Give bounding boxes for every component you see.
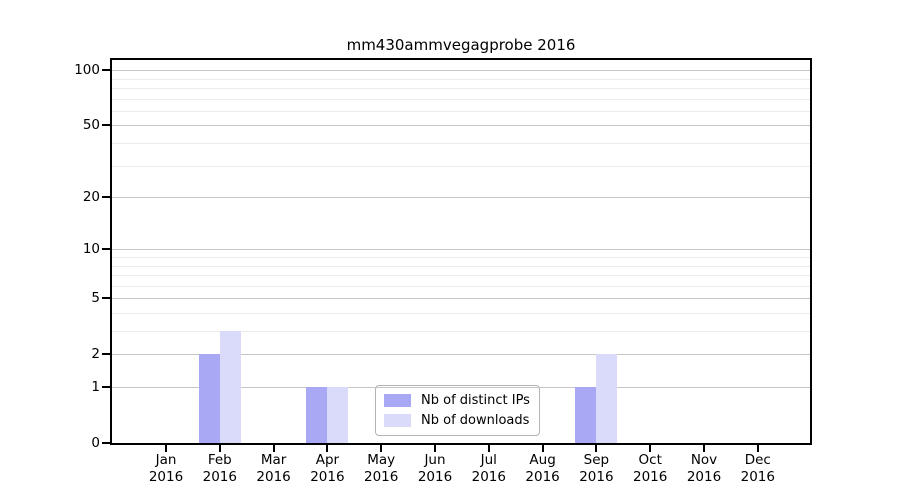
legend-entry-distinct-ips: Nb of distinct IPs: [384, 393, 530, 408]
x-tick: [165, 445, 167, 452]
x-tick-label-nov: Nov 2016: [686, 452, 722, 485]
x-tick: [756, 445, 759, 452]
legend: Nb of distinct IPs Nb of downloads: [375, 385, 540, 436]
x-tick: [541, 445, 544, 452]
bar-downloads-sep: [596, 354, 618, 443]
x-tick-label-may: May 2016: [364, 452, 399, 485]
major-gridline: [112, 387, 810, 388]
chart-title: mm430ammvegagprobe 2016: [346, 36, 576, 54]
y-tick: [102, 353, 110, 356]
minor-gridline: [112, 78, 810, 80]
y-tick-label: 0: [91, 435, 100, 451]
x-tick: [703, 445, 705, 452]
x-tick: [487, 445, 490, 452]
minor-gridline: [112, 313, 810, 314]
x-tick-label-aug: Aug 2016: [525, 452, 560, 485]
bar-distinct-ips-apr: [306, 387, 328, 443]
y-tick: [102, 69, 110, 72]
y-tick-label: 100: [74, 62, 100, 79]
legend-label-distinct-ips: Nb of distinct IPs: [421, 393, 530, 408]
bar-downloads-apr: [327, 387, 349, 443]
bar-downloads-feb: [219, 331, 241, 443]
y-tick: [102, 124, 110, 127]
legend-label-downloads: Nb of downloads: [421, 413, 530, 428]
minor-gridline: [112, 331, 810, 332]
x-tick-label-oct: Oct 2016: [633, 452, 668, 485]
y-tick-label: 2: [91, 346, 100, 363]
y-tick: [102, 248, 110, 251]
y-tick-label: 1: [91, 379, 100, 395]
x-tick: [272, 445, 275, 452]
y-tick-label: 5: [91, 290, 100, 307]
major-gridline: [112, 197, 810, 199]
x-tick: [326, 445, 329, 452]
y-tick: [102, 196, 110, 199]
minor-gridline: [112, 285, 810, 287]
minor-gridline: [112, 275, 810, 276]
y-tick: [102, 442, 110, 444]
major-gridline: [112, 125, 810, 127]
x-tick: [649, 445, 652, 452]
bar-distinct-ips-feb: [198, 354, 220, 443]
y-tick: [102, 386, 110, 388]
minor-gridline: [112, 98, 810, 100]
legend-swatch-distinct-ips: [384, 394, 411, 407]
minor-gridline: [112, 165, 810, 167]
minor-gridline: [112, 88, 810, 89]
y-tick-label: 10: [82, 241, 100, 258]
x-tick: [434, 445, 436, 452]
minor-gridline: [112, 143, 810, 144]
x-tick-label-sep: Sep 2016: [579, 452, 614, 485]
x-tick: [218, 445, 221, 452]
bar-distinct-ips-sep: [575, 387, 597, 443]
major-gridline: [112, 249, 810, 251]
x-tick: [380, 445, 383, 452]
minor-gridline: [112, 110, 810, 112]
x-tick-label-mar: Mar 2016: [256, 452, 291, 485]
plot-area: Nb of distinct IPs Nb of downloads: [112, 60, 810, 443]
x-tick-label-feb: Feb 2016: [202, 452, 237, 485]
x-tick-label-jul: Jul 2016: [471, 452, 506, 485]
legend-entry-downloads: Nb of downloads: [384, 413, 530, 428]
x-tick: [595, 445, 598, 452]
x-tick-label-dec: Dec 2016: [740, 452, 775, 485]
minor-gridline: [112, 257, 810, 258]
y-tick: [102, 297, 110, 300]
minor-gridline: [112, 265, 810, 267]
y-tick-label: 20: [82, 189, 100, 206]
x-tick-label-apr: Apr 2016: [310, 452, 345, 485]
x-tick-label-jan: Jan 2016: [148, 452, 184, 485]
major-gridline: [112, 298, 810, 300]
y-tick-label: 50: [82, 117, 100, 134]
legend-swatch-downloads: [384, 414, 411, 427]
x-tick-label-jun: Jun 2016: [417, 452, 453, 485]
major-gridline: [112, 70, 810, 72]
major-gridline: [112, 354, 810, 356]
